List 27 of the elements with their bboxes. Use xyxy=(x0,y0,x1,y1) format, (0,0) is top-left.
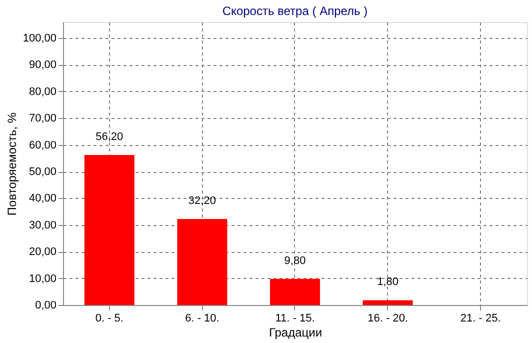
data-label: 1,80 xyxy=(377,276,399,288)
bar xyxy=(362,300,413,305)
y-tick-label: 70,00 xyxy=(28,112,56,125)
x-tick-label: 16. - 20. xyxy=(368,312,408,324)
x-tick-label: 21. - 25. xyxy=(460,312,501,324)
y-tick-label: 30,00 xyxy=(28,219,56,232)
x-tick-label: 6. - 10. xyxy=(185,312,220,324)
bar xyxy=(270,278,320,305)
y-tick-label: 20,00 xyxy=(28,246,56,258)
y-tick-label: 80,00 xyxy=(28,86,56,98)
y-tick-label: 50,00 xyxy=(28,166,56,178)
x-axis-title: Градации xyxy=(268,326,322,340)
y-tick-label: 90,00 xyxy=(28,59,56,72)
bar xyxy=(177,219,228,305)
x-tick-label: 0. - 5. xyxy=(95,312,124,324)
y-tick-label: 0,00 xyxy=(35,300,56,312)
data-label: 9,80 xyxy=(284,254,306,267)
y-tick-label: 100,00 xyxy=(22,32,56,45)
bar xyxy=(84,154,134,305)
y-tick-label: 10,00 xyxy=(28,272,56,285)
y-axis-title: Повторяемость, % xyxy=(4,112,19,216)
y-tick-label: 40,00 xyxy=(28,192,56,205)
x-tick-label: 11. - 15. xyxy=(275,312,315,324)
chart-title: Скорость ветра ( Апрель ) xyxy=(222,4,368,18)
data-label: 56,20 xyxy=(96,130,124,143)
y-tick-label: 60,00 xyxy=(28,139,56,152)
data-label: 32,20 xyxy=(188,195,216,208)
